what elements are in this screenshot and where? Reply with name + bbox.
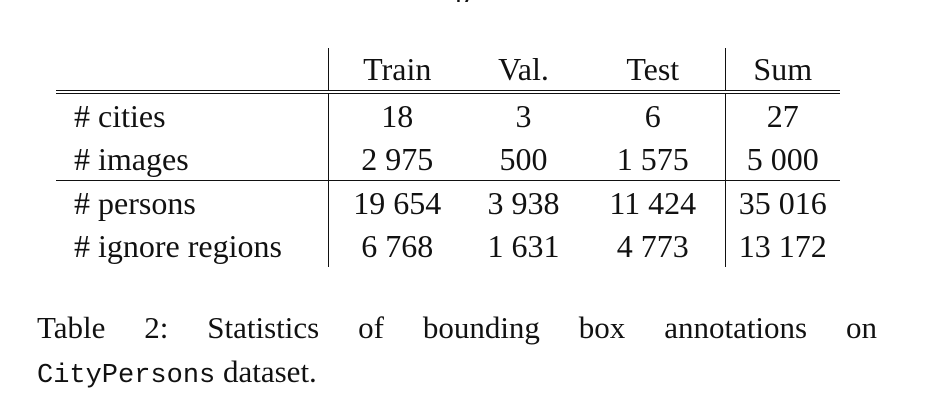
cell-val: 500 xyxy=(499,140,548,177)
cropped-text-fragment: p xyxy=(455,0,469,2)
cell-train: 2 975 xyxy=(361,140,434,177)
table-caption-line1: Table 2: Statistics of bounding box anno… xyxy=(37,310,877,345)
table-row: # cities 18 3 6 27 xyxy=(56,92,840,137)
cell-sum: 5 000 xyxy=(746,140,819,177)
header-test: Test xyxy=(581,48,726,94)
cell-sum: 35 016 xyxy=(725,180,840,224)
cell-sum: 27 xyxy=(766,97,799,134)
cell-train: 19 654 xyxy=(328,180,466,224)
cell-val: 1 631 xyxy=(487,227,560,264)
row-label: # persons xyxy=(56,180,329,224)
row-label: # images xyxy=(56,137,329,181)
cell-train: 6 768 xyxy=(361,227,434,264)
cell-test: 4 773 xyxy=(581,224,726,267)
table-row: # persons 19 654 3 938 11 424 35 016 xyxy=(56,180,840,224)
caption-suffix: dataset. xyxy=(215,354,317,389)
header-train: Train xyxy=(328,48,466,94)
cell-val: 3 938 xyxy=(466,180,581,224)
cell-test: 6 xyxy=(581,92,726,137)
table-row: # ignore regions 6 768 1 631 4 773 13 17… xyxy=(56,224,840,267)
statistics-table: Train Val. Test Sum # cities 18 3 6 27 #… xyxy=(56,48,840,267)
dataset-name: CityPersons xyxy=(37,361,216,391)
header-sum: Sum xyxy=(725,48,840,94)
header-empty-cell xyxy=(56,48,329,94)
row-label: # ignore regions xyxy=(56,224,329,267)
cell-train: 18 xyxy=(381,97,414,134)
table-row: # images 2 975 500 1 575 5 000 xyxy=(56,137,840,181)
cell-sum: 13 172 xyxy=(738,227,827,264)
row-label: # cities xyxy=(56,92,329,137)
cell-test: 11 424 xyxy=(581,180,726,224)
cell-test: 1 575 xyxy=(581,137,726,181)
table-caption-line2: CityPersons dataset. xyxy=(37,350,317,398)
cell-val: 3 xyxy=(515,97,532,134)
header-val: Val. xyxy=(466,48,581,94)
table-header-row: Train Val. Test Sum xyxy=(56,48,840,94)
